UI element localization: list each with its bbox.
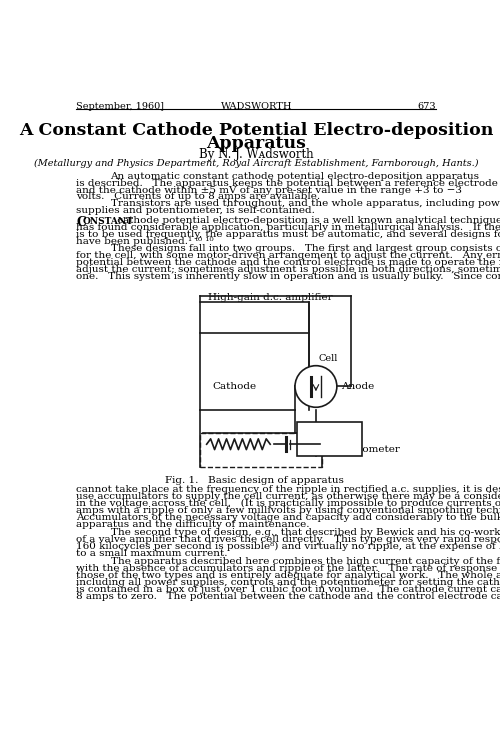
Text: Cell: Cell bbox=[318, 355, 338, 363]
Text: with the absence of accumulators and ripple of the latter.   The rate of respons: with the absence of accumulators and rip… bbox=[76, 564, 500, 573]
Text: A Constant Cathode Potential Electro-deposition: A Constant Cathode Potential Electro-dep… bbox=[19, 121, 494, 139]
Text: High-gain d.c. amplifier: High-gain d.c. amplifier bbox=[208, 292, 332, 302]
Text: has found considerable application, particularly in metallurgical analysis.   If: has found considerable application, part… bbox=[76, 223, 500, 232]
Text: C: C bbox=[76, 216, 86, 230]
Text: for the cell, with some motor-driven arrangement to adjust the current.   Any er: for the cell, with some motor-driven arr… bbox=[76, 251, 500, 260]
Text: 673: 673 bbox=[418, 102, 436, 110]
Text: Cathode: Cathode bbox=[212, 382, 256, 391]
Text: Accumulators of the necessary voltage and capacity add considerably to the bulk : Accumulators of the necessary voltage an… bbox=[76, 512, 500, 522]
Text: those of the two types and is entirely adequate for analytical work.   The whole: those of the two types and is entirely a… bbox=[76, 572, 500, 580]
Text: is contained in a box of just over 1 cubic foot in volume.   The cathode current: is contained in a box of just over 1 cub… bbox=[76, 585, 500, 594]
Text: An automatic constant cathode potential electro-deposition apparatus: An automatic constant cathode potential … bbox=[110, 172, 480, 181]
Text: Transistors are used throughout, and the whole apparatus, including power: Transistors are used throughout, and the… bbox=[110, 200, 500, 208]
Text: These designs fall into two groups.   The first and largest group consists of a : These designs fall into two groups. The … bbox=[110, 244, 500, 253]
Text: is described.   The apparatus keeps the potential between a reference electrode: is described. The apparatus keeps the po… bbox=[76, 178, 498, 188]
Text: have been published.¹ ᵗ⁰ ¹⁰: have been published.¹ ᵗ⁰ ¹⁰ bbox=[76, 237, 214, 246]
Bar bbox=[200, 433, 322, 466]
Text: to a small maximum current.: to a small maximum current. bbox=[76, 549, 228, 558]
Text: Potentiometer: Potentiometer bbox=[325, 445, 400, 454]
Text: Control
electrode: Control electrode bbox=[300, 424, 346, 444]
Text: one.   This system is inherently slow in operation and is usually bulky.   Since: one. This system is inherently slow in o… bbox=[76, 272, 500, 281]
Text: use accumulators to supply the cell current, as otherwise there may be a conside: use accumulators to supply the cell curr… bbox=[76, 492, 500, 501]
Text: September, 1960]: September, 1960] bbox=[76, 102, 164, 110]
Text: Anode: Anode bbox=[340, 382, 374, 391]
Text: and the cathode within ±5 mV of any pre-set value in the range +3 to −3: and the cathode within ±5 mV of any pre-… bbox=[76, 186, 462, 194]
Text: amps with a ripple of only a few millivolts by using conventional smoothing tech: amps with a ripple of only a few millivo… bbox=[76, 506, 500, 515]
Text: By N. J. Wᴀdsᴡorth: By N. J. Wᴀdsᴡorth bbox=[199, 148, 314, 161]
Text: cathode potential electro-deposition is a well known analytical technique that: cathode potential electro-deposition is … bbox=[114, 216, 500, 225]
Text: volts.   Currents of up to 8 amps are available.: volts. Currents of up to 8 amps are avai… bbox=[76, 192, 320, 202]
Text: is to be used frequently, the apparatus must be automatic, and several designs f: is to be used frequently, the apparatus … bbox=[76, 230, 500, 239]
Bar bbox=[200, 302, 309, 333]
Text: The second type of design, e.g., that described by Bewick and his co-workers,⁹ c: The second type of design, e.g., that de… bbox=[110, 529, 500, 537]
Text: including all power supplies, controls and the potentiometer for setting the cat: including all power supplies, controls a… bbox=[76, 578, 500, 587]
Text: (Metallurgy and Physics Department, Royal Aircraft Establishment, Farnborough, H: (Metallurgy and Physics Department, Roya… bbox=[34, 159, 478, 167]
Text: WADSWORTH: WADSWORTH bbox=[220, 102, 292, 110]
Bar bbox=[296, 422, 362, 456]
Text: supplies and potentiometer, is self-contained.: supplies and potentiometer, is self-cont… bbox=[76, 206, 316, 216]
Text: ONSTANT: ONSTANT bbox=[83, 217, 134, 226]
Text: Fig. 1.   Basic design of apparatus: Fig. 1. Basic design of apparatus bbox=[166, 476, 344, 485]
Text: 8 amps to zero.   The potential between the cathode and the control electrode ca: 8 amps to zero. The potential between th… bbox=[76, 592, 500, 601]
Text: cannot take place at the frequency of the ripple in rectified a.c. supplies, it : cannot take place at the frequency of th… bbox=[76, 485, 500, 494]
Text: in the voltage across the cell.   (It is practically impossible to produce curre: in the voltage across the cell. (It is p… bbox=[76, 499, 500, 508]
Text: The apparatus described here combines the high current capacity of the former ty: The apparatus described here combines th… bbox=[110, 558, 500, 567]
Text: of a valve amplifier that drives the cell directly.   This type gives very rapid: of a valve amplifier that drives the cel… bbox=[76, 535, 500, 544]
Circle shape bbox=[295, 366, 337, 407]
Text: 160 kilocycles per second is possible⁸) and virtually no ripple, at the expense : 160 kilocycles per second is possible⁸) … bbox=[76, 542, 500, 551]
Text: adjust the current; sometimes adjustment is possible in both directions, sometim: adjust the current; sometimes adjustment… bbox=[76, 265, 500, 274]
Text: apparatus and the difficulty of maintenance.: apparatus and the difficulty of maintena… bbox=[76, 520, 310, 529]
Text: Apparatus: Apparatus bbox=[206, 135, 306, 152]
Text: potential between the cathode and the control electrode is made to operate the m: potential between the cathode and the co… bbox=[76, 258, 500, 267]
